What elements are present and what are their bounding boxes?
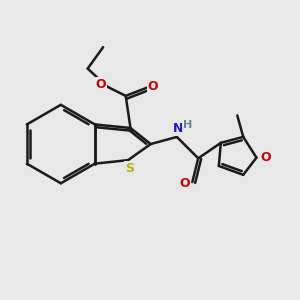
- Text: N: N: [173, 122, 183, 135]
- Text: O: O: [180, 177, 190, 190]
- Text: S: S: [125, 162, 134, 175]
- Text: O: O: [261, 151, 271, 164]
- Text: H: H: [183, 120, 192, 130]
- Text: O: O: [95, 77, 106, 91]
- Text: O: O: [148, 80, 158, 93]
